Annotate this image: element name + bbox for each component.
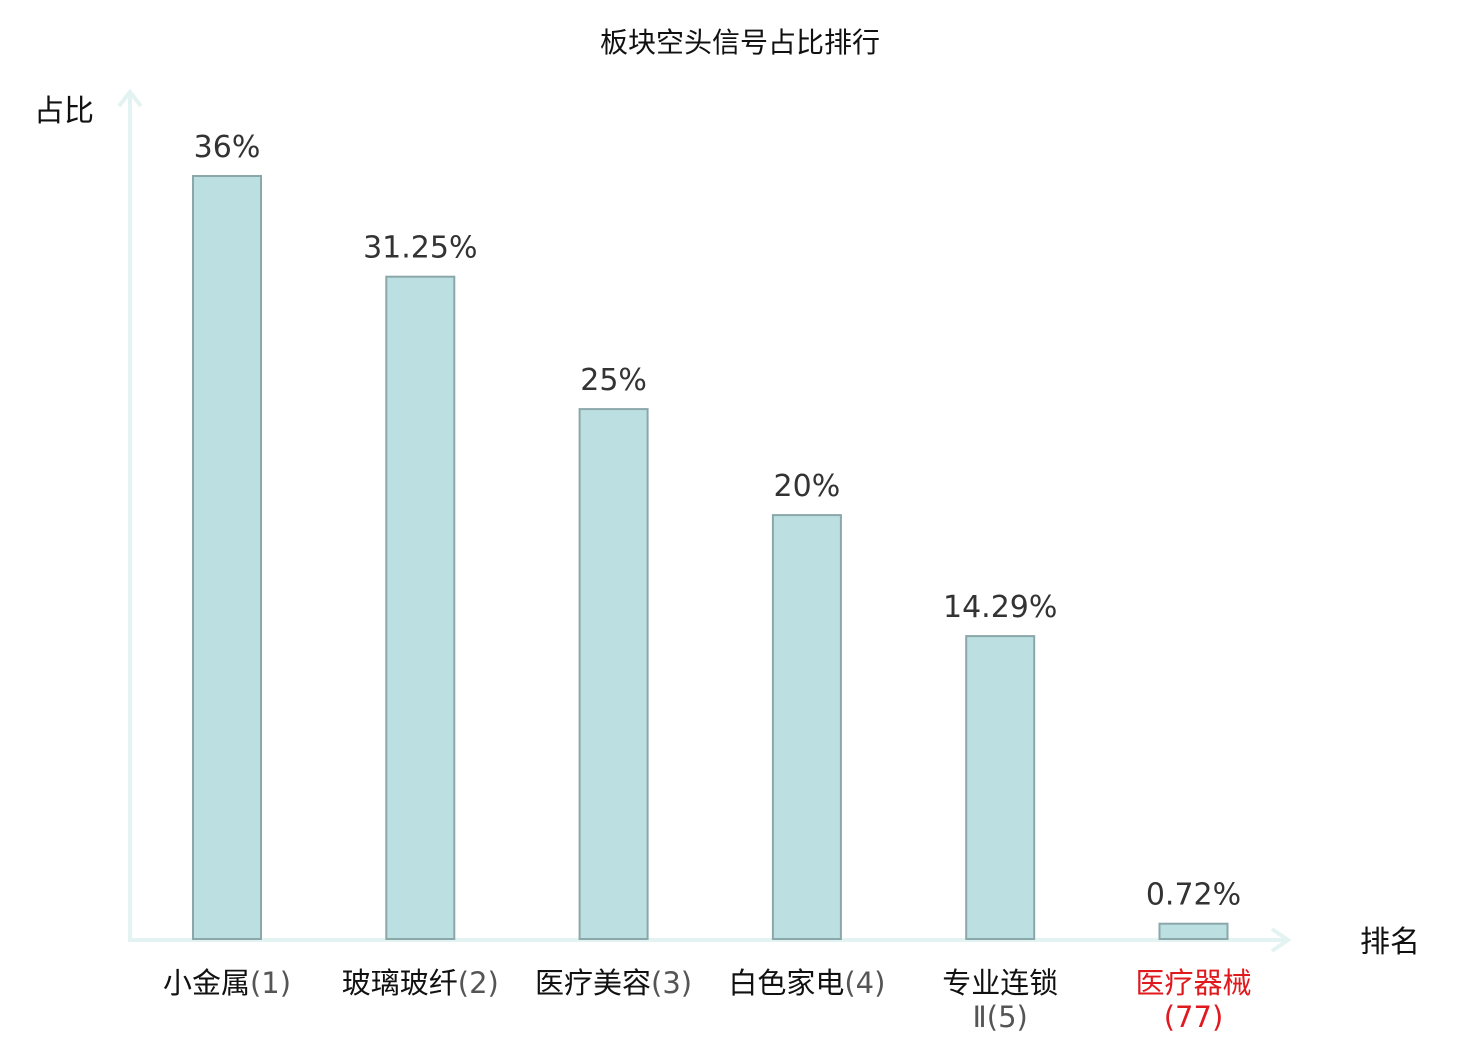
bar xyxy=(385,275,456,940)
category-name: 医疗器械 xyxy=(1135,966,1251,1000)
category-rank: (77) xyxy=(1164,1000,1224,1034)
bar xyxy=(1158,922,1229,941)
category-name: 白色家电 xyxy=(728,966,844,1000)
bar xyxy=(578,408,649,941)
category-rank: (4) xyxy=(844,966,885,1000)
bars-group xyxy=(192,175,1229,941)
category-label: 专业连锁 Ⅱ(5) xyxy=(942,966,1058,1034)
y-axis-arrow xyxy=(117,88,143,108)
bar xyxy=(771,514,842,940)
chart-title: 板块空头信号占比排行 xyxy=(600,26,880,59)
category-label: 白色家电(4) xyxy=(728,966,885,1000)
category-rank: (2) xyxy=(458,966,499,1000)
value-label: 20% xyxy=(774,469,841,504)
value-label: 25% xyxy=(580,363,647,398)
category-name: 医疗美容 xyxy=(535,966,651,1000)
category-rank: (1) xyxy=(250,966,291,1000)
bar xyxy=(192,175,262,940)
category-labels-group: 小金属(1) 玻璃玻纤(2) 医疗美容(3) 白色家电(4) 专业连锁 Ⅱ(5)医疗器械(… xyxy=(163,966,1252,1034)
x-axis-label: 排名 xyxy=(1360,925,1420,960)
y-axis-label: 占比 xyxy=(34,94,94,129)
category-label: 医疗美容(3) xyxy=(535,966,692,1000)
category-label: 玻璃玻纤(2) xyxy=(342,966,499,1000)
category-rank: Ⅱ(5) xyxy=(973,1000,1028,1034)
category-label: 医疗器械(77) xyxy=(1135,966,1251,1034)
value-label: 0.72% xyxy=(1146,878,1241,913)
value-labels-group: 36% 31.25% 25% 20% 14.29% 0.72% xyxy=(194,130,1242,913)
value-label: 31.25% xyxy=(363,231,477,266)
x-axis-arrow xyxy=(1270,927,1292,953)
category-name: 专业连锁 xyxy=(942,966,1058,1000)
category-name: 小金属 xyxy=(163,966,250,1000)
category-label: 小金属(1) xyxy=(163,966,291,1000)
value-label: 36% xyxy=(194,130,261,165)
value-label: 14.29% xyxy=(943,590,1057,625)
bar xyxy=(965,635,1036,940)
category-name: 玻璃玻纤 xyxy=(342,966,458,1000)
category-rank: (3) xyxy=(651,966,692,1000)
